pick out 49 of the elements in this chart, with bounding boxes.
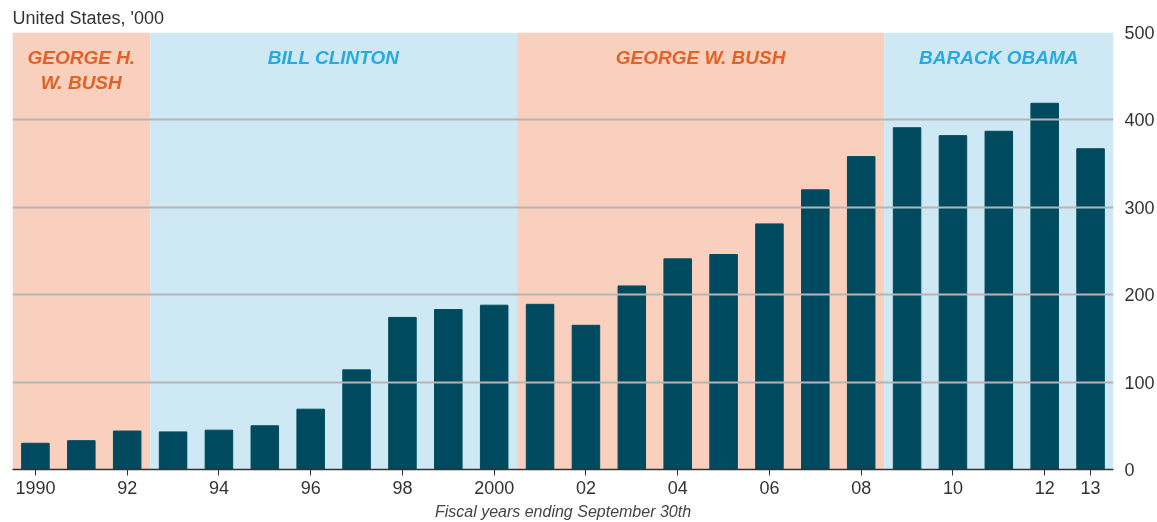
x-tick-label: 92 (117, 477, 138, 498)
x-axis-title: Fiscal years ending September 30th (434, 502, 692, 520)
bar (112, 430, 142, 470)
y-tick-label: 400 (1124, 110, 1155, 131)
bar (984, 130, 1014, 470)
bar (204, 429, 234, 470)
y-tick-label: 200 (1124, 285, 1155, 306)
x-tick-label: 04 (667, 477, 688, 498)
bar (801, 189, 830, 470)
y-tick-label: 100 (1124, 372, 1155, 393)
band-label: GEORGE H. W. BUSH (27, 46, 136, 93)
x-tick-label: 13 (1080, 477, 1101, 498)
bar (617, 285, 647, 470)
bar (938, 135, 968, 470)
x-tick-label: 08 (851, 477, 872, 498)
bar (892, 127, 922, 470)
band-label: BARACK OBAMA (919, 46, 1079, 68)
bar (1076, 148, 1105, 470)
band-label: GEORGE W. BUSH (615, 46, 787, 68)
bar (67, 440, 96, 470)
bar (571, 324, 601, 470)
x-tick-label: 1990 (15, 477, 56, 498)
band-label: BILL CLINTON (267, 46, 401, 68)
x-tick-label: 96 (300, 477, 321, 498)
bar (709, 254, 738, 470)
x-tick-label: 98 (392, 477, 413, 498)
x-tick-label: 06 (759, 477, 780, 498)
y-tick-label: 500 (1124, 23, 1155, 43)
x-tick-label: 10 (942, 477, 963, 498)
bar (158, 431, 188, 470)
x-tick-label: 12 (1034, 477, 1055, 498)
bar (846, 156, 876, 470)
bar (434, 309, 463, 470)
bar (342, 369, 371, 470)
bar (296, 408, 325, 470)
bar (479, 304, 509, 470)
x-tick-label: 02 (575, 477, 596, 498)
bar (21, 442, 50, 470)
bar (1030, 102, 1059, 470)
bar (663, 258, 692, 470)
bar (755, 223, 784, 470)
y-tick-label: 300 (1124, 197, 1155, 218)
bar (525, 303, 555, 470)
x-tick-label: 94 (208, 477, 229, 498)
x-tick-label: 2000 (474, 477, 515, 498)
y-tick-label: 0 (1124, 460, 1135, 480)
bar (388, 316, 417, 470)
chart-subtitle: United States, '000 (12, 7, 165, 28)
bar (250, 425, 280, 470)
